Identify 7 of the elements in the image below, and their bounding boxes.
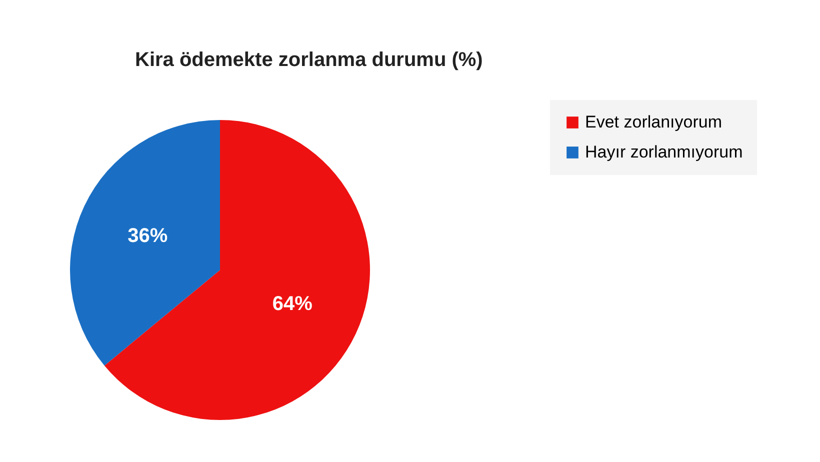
pie-slice — [104, 120, 370, 420]
legend-label: Hayır zorlanmıyorum — [585, 142, 743, 162]
data-label: 36% — [128, 224, 168, 247]
chart-title: Kira ödemekte zorlanma durumu (%) — [135, 49, 483, 71]
pie-slice — [70, 120, 220, 366]
data-label: 64% — [272, 293, 313, 316]
legend-label: Evet zorlanıyorum — [585, 112, 722, 132]
